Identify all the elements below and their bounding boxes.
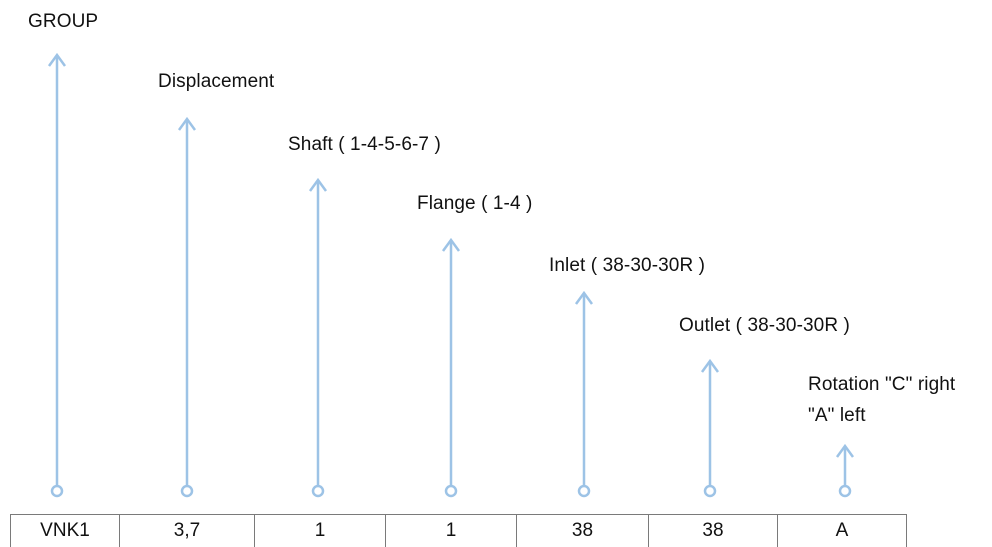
arrow-flange: [441, 237, 461, 498]
code-cell-rotation: A: [777, 515, 907, 547]
arrow-shaft: [308, 177, 328, 498]
label-rotation-line1: Rotation "C" right: [808, 374, 956, 395]
code-cell-shaft: 1: [254, 515, 385, 547]
ordering-code-table: VNK1 3,7 1 1 38 38 A: [10, 514, 907, 547]
arrow-inlet: [574, 290, 594, 498]
label-displacement: Displacement: [158, 71, 275, 92]
label-shaft: Shaft ( 1-4-5-6-7 ): [288, 134, 441, 155]
label-group: GROUP: [28, 11, 99, 32]
arrow-outlet: [700, 358, 720, 498]
label-outlet: Outlet ( 38-30-30R ): [679, 315, 850, 336]
code-cell-group: VNK1: [10, 515, 119, 547]
code-cell-inlet: 38: [516, 515, 648, 547]
label-rotation-line2: "A" left: [808, 405, 866, 426]
arrow-displacement: [177, 116, 197, 498]
label-flange: Flange ( 1-4 ): [417, 193, 533, 214]
label-inlet: Inlet ( 38-30-30R ): [549, 255, 706, 276]
code-cell-outlet: 38: [648, 515, 777, 547]
arrow-group: [47, 52, 67, 498]
code-cell-flange: 1: [385, 515, 516, 547]
code-cell-displacement: 3,7: [119, 515, 254, 547]
arrow-rotation: [835, 443, 855, 498]
